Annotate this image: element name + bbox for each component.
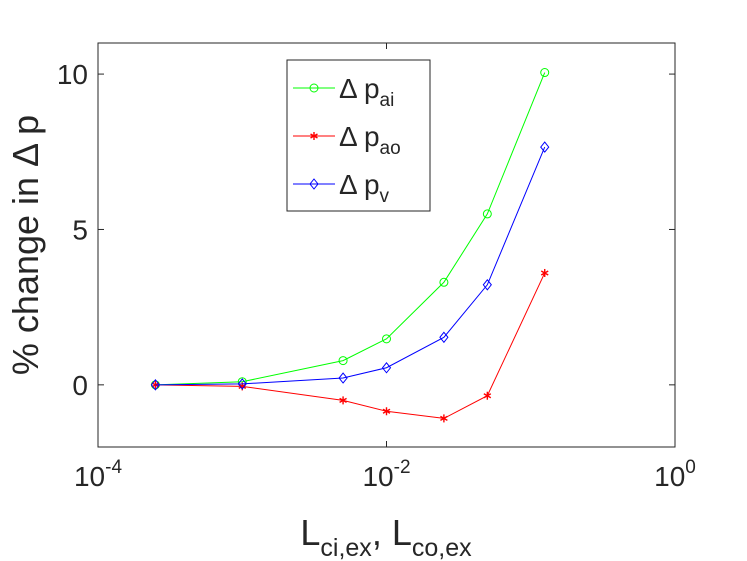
data-point: [482, 278, 492, 291]
y-tick-label: 0: [72, 370, 88, 401]
data-point: [540, 68, 550, 78]
data-point: [310, 132, 318, 140]
series-pai: [150, 68, 550, 390]
data-point: [440, 414, 448, 423]
legend-label: Δ pv: [339, 169, 390, 207]
x-axis-label: Lci,ex, Lco,ex: [300, 512, 472, 561]
y-axis-label: % change in Δ p: [5, 115, 46, 375]
data-point: [382, 407, 391, 416]
legend-item-pao: Δ pao: [293, 121, 401, 159]
legend: Δ pai Δ pao Δ pv: [286, 59, 431, 212]
legend-label: Δ pao: [339, 121, 401, 159]
legend-item-pv: Δ pv: [293, 169, 390, 207]
data-point: [483, 391, 492, 400]
data-point: [382, 334, 391, 344]
data-point: [338, 372, 348, 384]
series-line: [155, 146, 546, 386]
data-point: [309, 83, 319, 93]
data-point: [482, 209, 492, 219]
x-tick-label: 10-2: [362, 457, 410, 492]
y-axis: 0 5 10: [57, 59, 675, 401]
series-pv: [150, 141, 550, 391]
data-point: [237, 378, 247, 390]
x-axis: 10-4 10-2 100: [74, 43, 696, 492]
data-point: [309, 178, 319, 190]
data-point: [439, 277, 449, 287]
x-tick-label: 100: [654, 457, 696, 492]
data-point: [540, 268, 549, 277]
series-line: [155, 72, 546, 386]
legend-label: Δ pai: [339, 73, 394, 111]
x-tick-label: 10-4: [74, 457, 122, 492]
data-point: [339, 396, 347, 405]
data-point: [439, 331, 449, 344]
y-tick-label: 10: [57, 59, 88, 90]
data-point: [540, 141, 550, 153]
y-tick-label: 5: [72, 214, 88, 245]
data-point: [338, 356, 348, 366]
legend-item-pai: Δ pai: [293, 73, 394, 111]
data-point: [381, 361, 392, 374]
data-point: [150, 379, 161, 391]
series-layer: [150, 68, 550, 423]
